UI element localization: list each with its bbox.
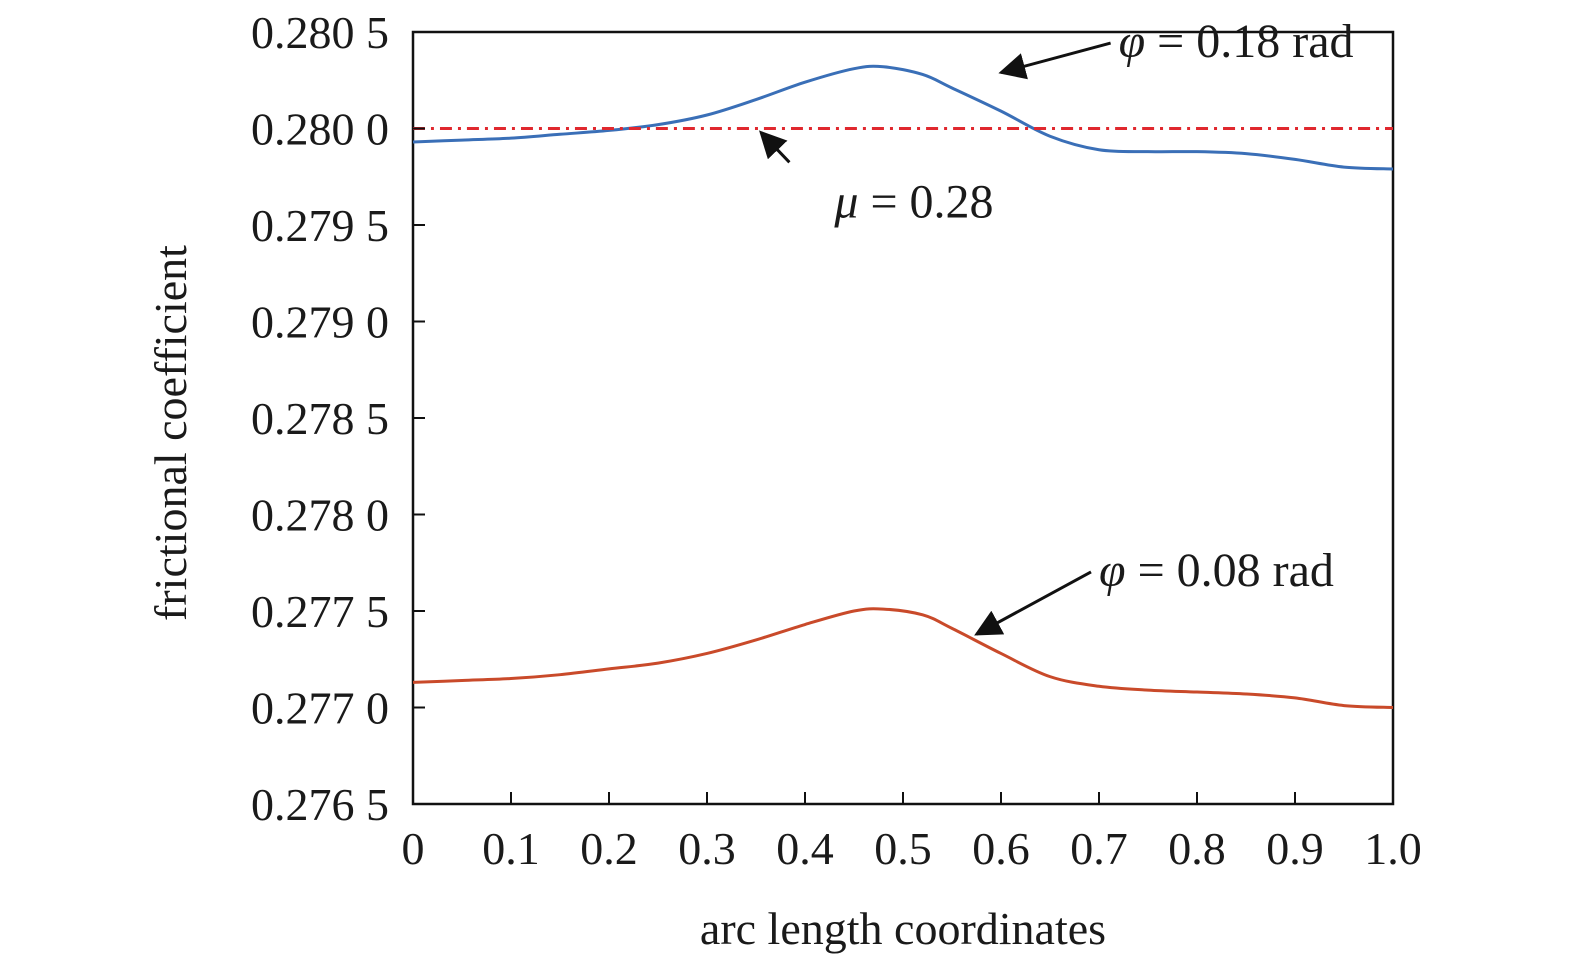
plot-area — [411, 30, 1395, 806]
annotation-arrow — [759, 130, 791, 164]
x-axis-title: arc length coordinates — [700, 903, 1106, 954]
annotation-label: μ = 0.28 — [833, 175, 993, 228]
y-tick-label: 0.277 5 — [251, 586, 389, 637]
annotation-arrow — [998, 41, 1111, 80]
y-tick-label: 0.280 5 — [251, 7, 389, 58]
series-layer — [412, 64, 1394, 709]
x-tick-label: 0.3 — [678, 823, 736, 874]
annotation-arrow — [974, 570, 1092, 636]
x-tick-label: 0.6 — [972, 823, 1030, 874]
x-tick-label: 0.7 — [1070, 823, 1128, 874]
x-tick-label: 0.9 — [1266, 823, 1324, 874]
annotation-label: φ = 0.18 rad — [1119, 15, 1354, 68]
series-line-2 — [412, 607, 1394, 709]
x-tick-label: 0.1 — [482, 823, 540, 874]
y-tick-label: 0.280 0 — [251, 104, 389, 155]
x-tick-label: 0.8 — [1168, 823, 1226, 874]
y-tick-label: 0.278 5 — [251, 393, 389, 444]
x-tick-label: 0.5 — [874, 823, 932, 874]
plot-frame — [411, 30, 1395, 806]
annotation-label: φ = 0.08 rad — [1099, 544, 1334, 597]
x-tick-label: 1.0 — [1364, 823, 1422, 874]
y-axis-title: frictional coefficient — [145, 245, 196, 621]
tick-layer: 0 0.1 0.2 0.3 0.4 0.5 0.6 0.7 0.8 0.9 1.0 0.276 5 0.… — [251, 7, 1422, 874]
y-tick-label: 0.276 5 — [251, 779, 389, 830]
y-tick-label: 0.278 0 — [251, 490, 389, 541]
y-tick-label: 0.279 5 — [251, 200, 389, 251]
y-tick-label: 0.279 0 — [251, 297, 389, 348]
y-tick-label: 0.277 0 — [251, 683, 389, 734]
x-tick-label: 0.4 — [776, 823, 834, 874]
annotation-layer: φ = 0.18 rad μ = 0.28 φ = 0.08 rad — [759, 15, 1354, 636]
series-line-1 — [412, 64, 1394, 171]
x-tick-label: 0 — [402, 823, 425, 874]
x-tick-label: 0.2 — [580, 823, 638, 874]
